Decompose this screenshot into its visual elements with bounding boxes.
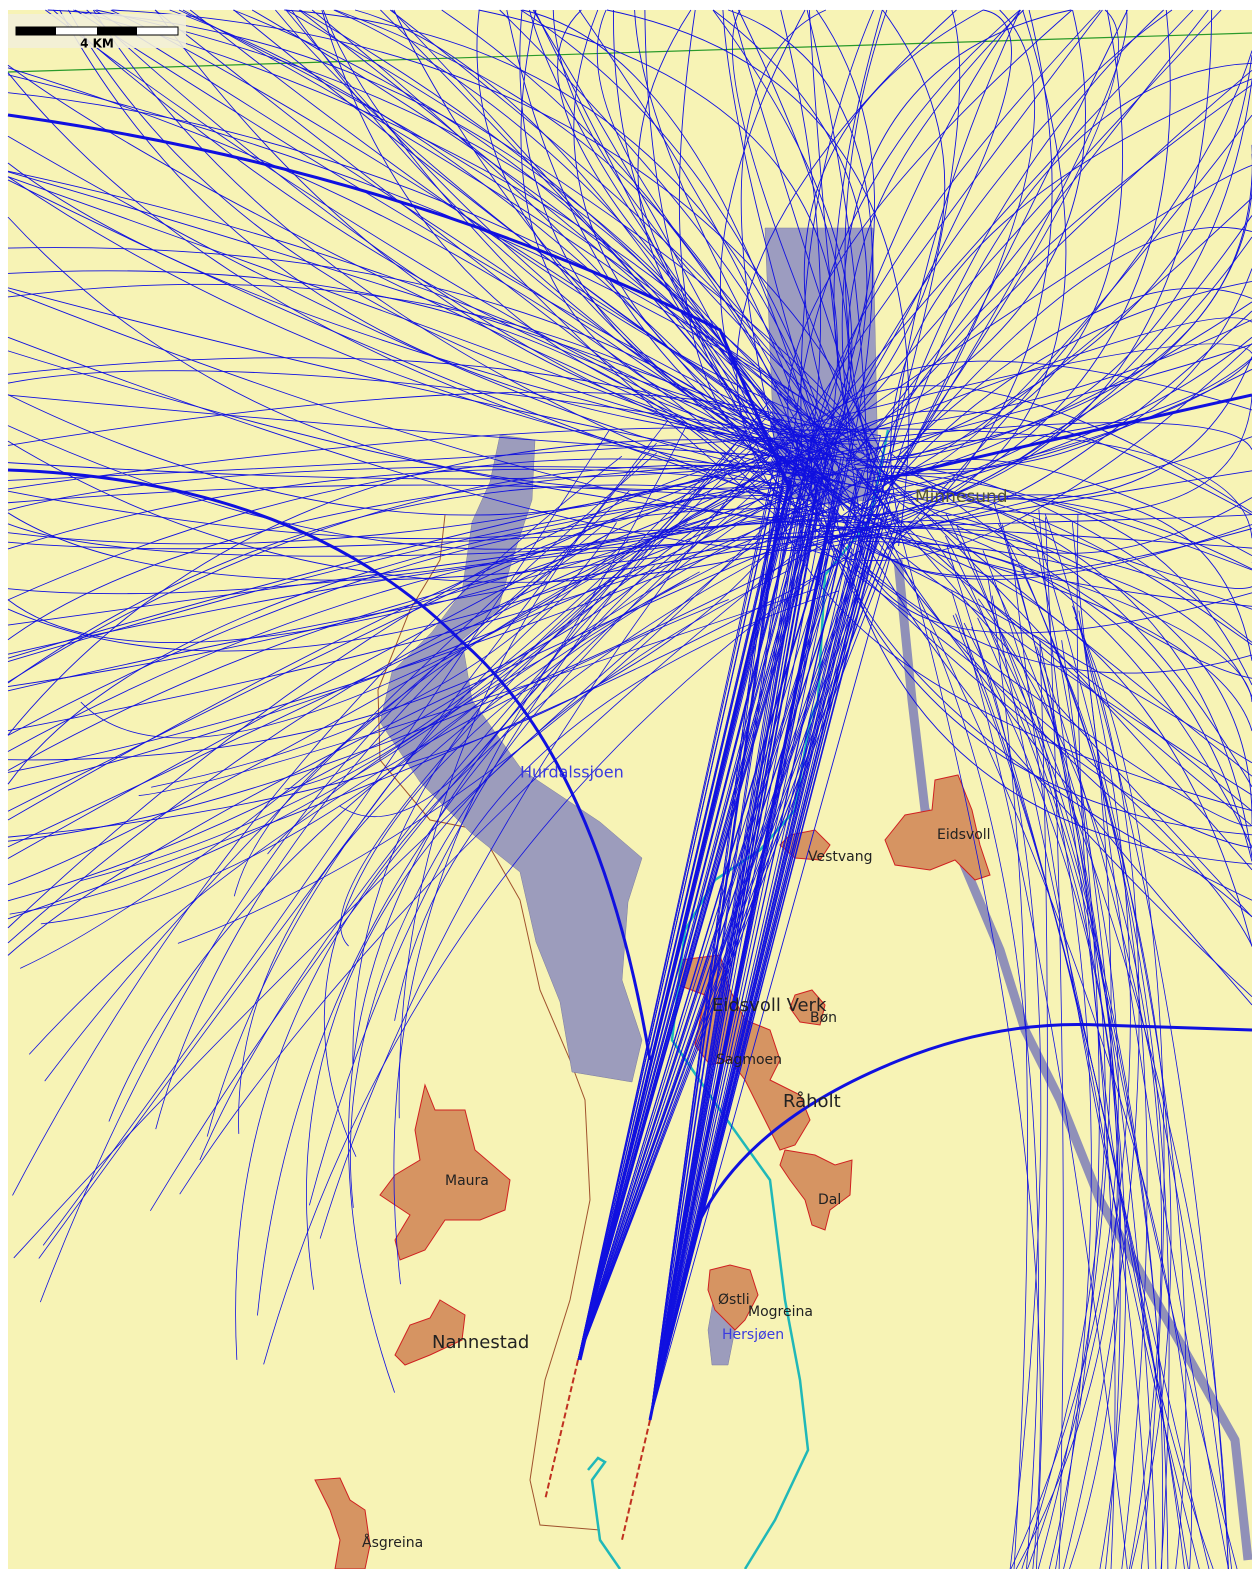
lake-label: Hurdalssjoen [520,763,624,782]
lake-label: Hersjøen [722,1327,784,1343]
place-label: Bøn [810,1010,837,1026]
place-label: Eidsvoll [937,827,991,843]
scale-segment [97,27,137,35]
place-label: Åsgreina [362,1534,423,1551]
place-label: Vestvang [808,849,873,865]
place-label: Dal [818,1192,841,1208]
place-label: Minnesund [915,487,1008,507]
place-label: Nannestad [432,1332,529,1353]
place-label: Mogreina [748,1304,813,1320]
scale-segment [16,27,56,35]
place-label: Østli [718,1292,750,1308]
place-label: Sagmoen [716,1052,782,1068]
scale-bar: 4 KM [8,14,186,51]
page: Minnesund Hurdalssjoen Eidsvoll Vestvang… [0,0,1252,1569]
place-label: Råholt [783,1091,841,1112]
place-label: Maura [445,1173,489,1189]
map: Minnesund Hurdalssjoen Eidsvoll Vestvang… [0,0,1252,1569]
scale-label: 4 KM [80,37,114,51]
